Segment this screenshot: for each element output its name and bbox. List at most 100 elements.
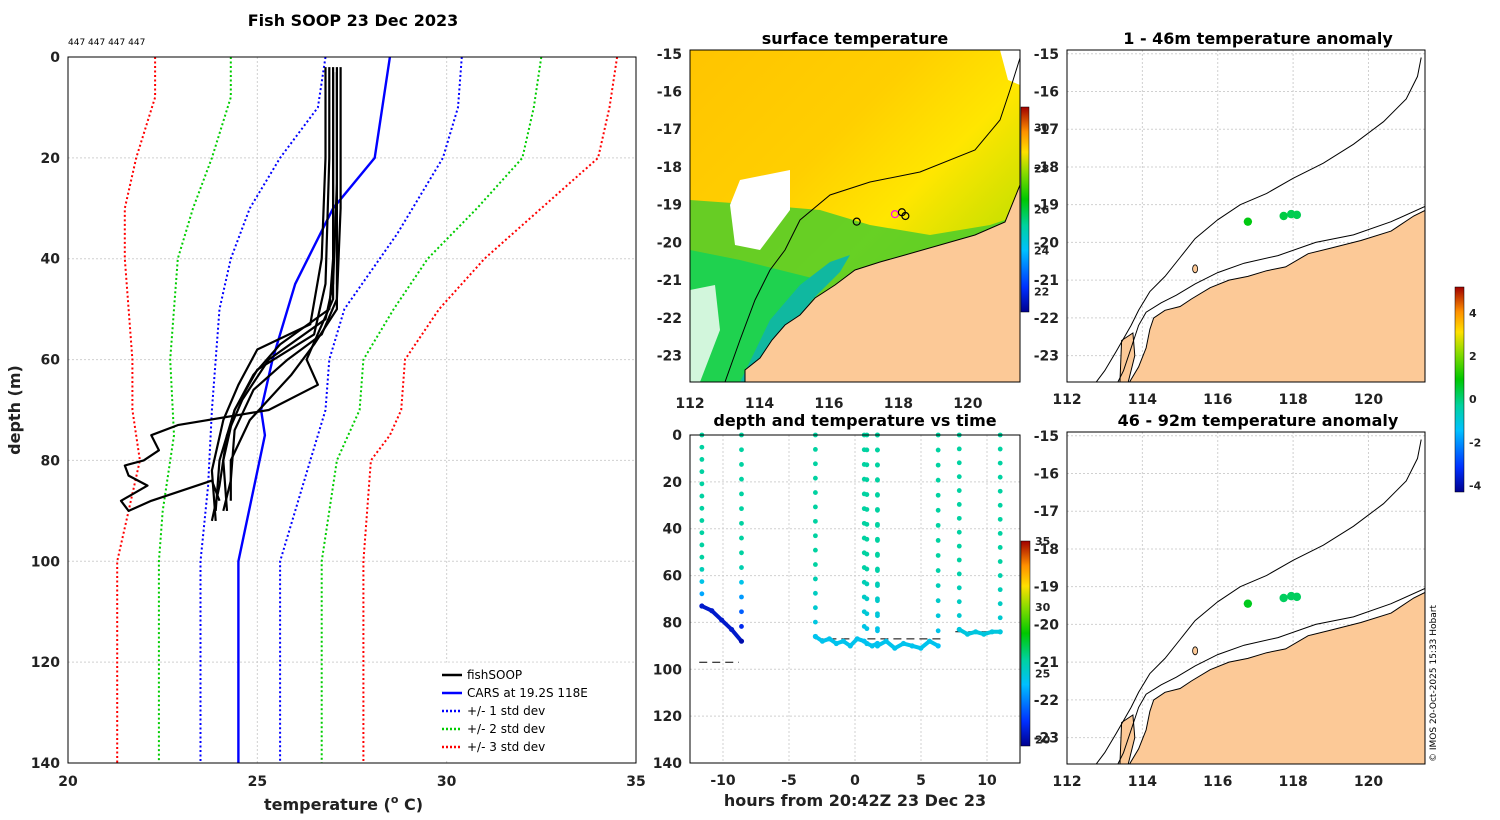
cast-point — [997, 446, 1003, 452]
sst-frame — [689, 49, 1021, 383]
ytick-label: -17 — [1034, 504, 1059, 520]
cast-point — [864, 551, 870, 557]
station-marker — [901, 211, 910, 221]
profile-annotation: 447 447 447 447 — [68, 38, 145, 48]
cast-point — [813, 461, 818, 467]
fish-profile-line — [222, 67, 331, 511]
bathymetry-contour — [1095, 57, 1422, 382]
colorbar-tick-label: 24 — [1034, 245, 1050, 258]
cast-point — [813, 533, 818, 539]
xtick-label: 5 — [916, 773, 926, 789]
fish-profile-line — [210, 67, 338, 522]
cast-point — [699, 457, 705, 462]
colorbar-tick-label: 2 — [1469, 350, 1477, 363]
cast-point — [935, 522, 941, 528]
cast-point — [813, 619, 818, 625]
cast-point — [813, 446, 818, 452]
cast-point — [997, 531, 1003, 536]
cast-point — [956, 488, 962, 493]
island — [1192, 264, 1199, 274]
cast-point — [956, 460, 962, 466]
xtick-label: 0 — [850, 773, 860, 789]
ytick-label: 60 — [41, 353, 61, 369]
cast-point — [699, 530, 705, 536]
xtick-label: 116 — [1203, 392, 1232, 408]
cast-point — [935, 553, 941, 558]
inner-contour — [1117, 205, 1425, 382]
xtick-label: 20 — [58, 774, 78, 790]
profile-ylabel: depth (m) — [5, 365, 24, 455]
cast-point — [864, 521, 870, 527]
legend-label-3std: +/- 3 std dev — [467, 740, 545, 754]
ytick-label: 80 — [663, 615, 683, 631]
anomaly-shallow-points — [1243, 209, 1302, 226]
xtick-label: 10 — [977, 773, 997, 789]
ytick-label: -18 — [1034, 542, 1059, 558]
cast-point — [813, 490, 818, 495]
cast-point — [875, 613, 880, 619]
land-fill — [1129, 590, 1425, 764]
sst-coastline — [744, 184, 1020, 382]
cast-point — [699, 554, 705, 560]
series-line — [320, 56, 543, 763]
cast-point — [813, 605, 818, 611]
colorbar-tick-label: 26 — [1034, 204, 1050, 217]
time-data — [699, 432, 1005, 663]
ytick-label: 120 — [31, 655, 60, 671]
ytick-label: 20 — [41, 151, 61, 167]
cast-point — [813, 504, 818, 510]
xtick-label: 114 — [745, 396, 774, 412]
anomaly-panel-deep: 46 - 92m temperature anomaly 112 114 116 11… — [1034, 411, 1426, 790]
sst-colorbar-ticks: 22 24 26 28 30 — [1034, 122, 1050, 299]
anomaly-point — [1279, 211, 1288, 221]
cast-point — [935, 507, 941, 513]
cast-point — [699, 579, 705, 584]
cast-point — [864, 626, 870, 632]
cast-point — [739, 638, 744, 644]
cast-point — [875, 553, 880, 558]
anomaly-point — [1243, 599, 1253, 608]
cast-point — [875, 598, 880, 604]
cast-point — [875, 492, 880, 498]
time-grid — [690, 434, 1020, 764]
sst-ticks: 112 114 116 118 120 -15 -16 -17 -18 -19 -20 -21 -22 -… — [657, 47, 983, 412]
ytick-label: -20 — [657, 235, 683, 251]
legend-label-cars: CARS at 19.2S 118E — [467, 686, 588, 700]
cast-point — [699, 444, 705, 450]
cast-point — [699, 518, 705, 523]
anomaly-deep-frame — [1066, 431, 1426, 765]
ytick-label: -19 — [1034, 198, 1059, 214]
ytick-label: -23 — [1034, 349, 1059, 365]
ytick-label: 140 — [653, 756, 682, 772]
ytick-label: -19 — [1034, 580, 1059, 596]
cast-point — [875, 522, 880, 528]
cast-point — [997, 460, 1003, 466]
ytick-label: -15 — [1034, 429, 1059, 445]
time-title: depth and temperature vs time — [713, 411, 996, 430]
fish-profile-line — [222, 67, 342, 512]
profile-ticks: 20 25 30 35 0 20 40 60 80 100 120 140 — [31, 50, 646, 790]
cast-point — [935, 447, 941, 453]
xtick-label: 25 — [248, 774, 267, 790]
cast-point — [997, 488, 1003, 494]
fish-profile-line — [119, 72, 335, 512]
cast-point — [699, 542, 705, 548]
ytick-label: 60 — [663, 569, 683, 585]
cast-point — [997, 559, 1003, 564]
colorbar-tick-label: 22 — [1034, 286, 1049, 299]
legend-label-fishsoop: fishSOOP — [467, 668, 522, 682]
ytick-label: 40 — [663, 522, 683, 538]
ytick-label: -18 — [657, 160, 682, 176]
sst-colorbar — [1020, 106, 1030, 313]
series-line — [116, 57, 157, 763]
footer-credit: © IMOS 20-Oct-2025 15:33 Hobart — [1429, 605, 1439, 762]
ytick-label: 0 — [672, 428, 682, 444]
cast-point — [864, 566, 870, 572]
cast-point — [864, 447, 870, 453]
colorbar-tick-label: -2 — [1469, 436, 1481, 449]
fish-profile-line — [229, 72, 338, 501]
xtick-label: 120 — [953, 396, 982, 412]
profile-title: Fish SOOP 23 Dec 2023 — [248, 11, 458, 30]
sst-map — [690, 50, 1020, 382]
series-line — [237, 56, 392, 763]
